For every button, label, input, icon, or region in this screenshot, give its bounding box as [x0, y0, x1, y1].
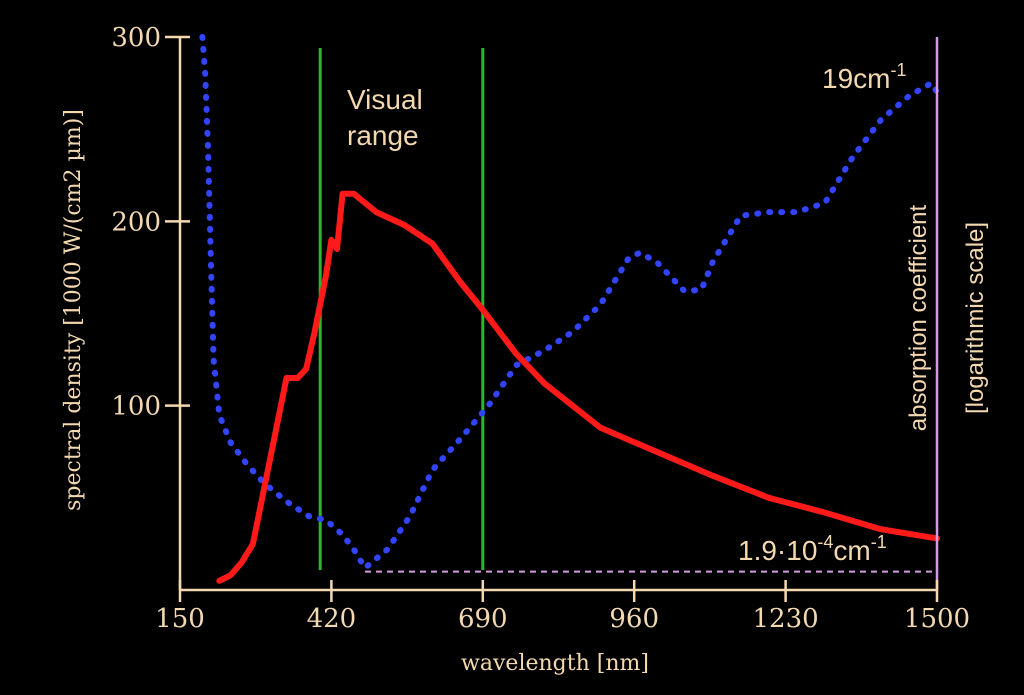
x-axis-ticks: 150 420 690 960 1230 1500: [155, 580, 970, 634]
x-tick-label: 150: [155, 604, 205, 634]
y-tick-label: 200: [111, 207, 161, 237]
visual-range-label: Visual range: [347, 84, 431, 151]
x-tick-label: 690: [458, 604, 508, 634]
absorption-coefficient-dotted-line: [199, 34, 940, 573]
right-axis-title-line1: absorption coefficient: [905, 204, 932, 431]
x-tick-label: 960: [609, 604, 659, 634]
right-axis-top-label: 19cm-1: [822, 60, 906, 94]
y-axis-title: spectral density [1000 W/(cm2 µm)]: [61, 109, 86, 511]
x-tick-label: 1500: [904, 604, 970, 634]
spectral-density-red-line: [216, 190, 940, 584]
x-tick-label: 1230: [753, 604, 819, 634]
y-tick-label: 300: [111, 23, 161, 53]
x-tick-label: 420: [307, 604, 357, 634]
y-tick-label: 100: [111, 392, 161, 422]
x-axis-title: wavelength [nm]: [461, 651, 649, 676]
right-axis-bottom-label: 1.9·10-4cm-1: [738, 532, 887, 566]
y-axis-ticks: 100 200 300: [111, 23, 190, 422]
right-axis-title-line2: [logarithmic scale]: [962, 222, 989, 414]
